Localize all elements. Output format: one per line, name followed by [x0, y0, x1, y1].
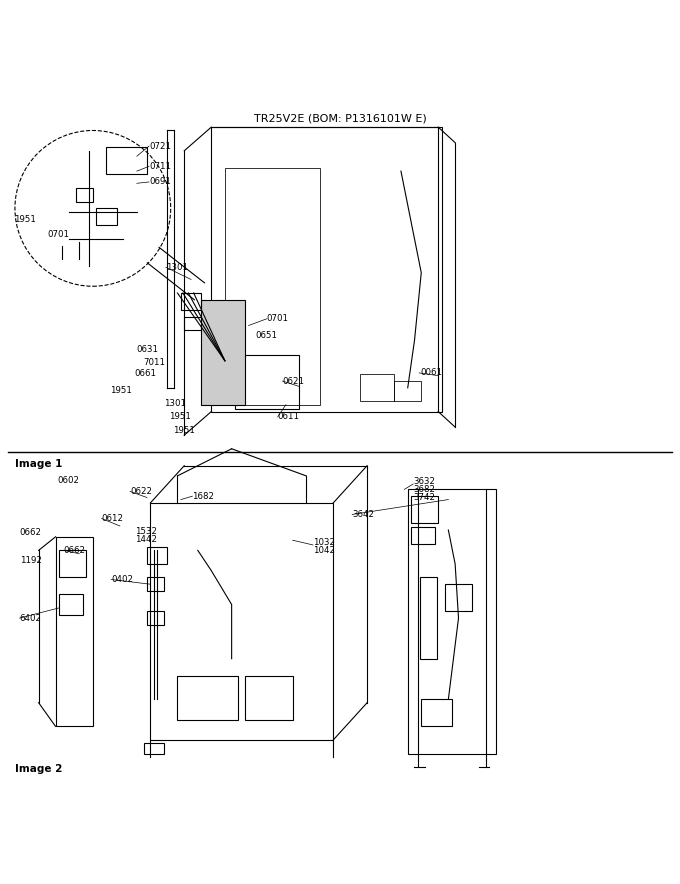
Text: 1442: 1442	[135, 535, 158, 544]
Bar	[76, 188, 92, 202]
Bar	[181, 293, 201, 310]
Text: 1192: 1192	[20, 556, 41, 565]
Text: 0662: 0662	[20, 528, 41, 537]
Bar	[411, 527, 435, 544]
Bar	[201, 300, 245, 405]
Text: 1682: 1682	[192, 492, 214, 500]
Text: 0611: 0611	[277, 413, 300, 422]
Text: 3742: 3742	[413, 493, 435, 502]
Bar	[445, 584, 472, 612]
Text: Image 2: Image 2	[15, 764, 63, 774]
Bar	[150, 503, 333, 740]
Text: 0631: 0631	[137, 345, 159, 354]
Text: 7011: 7011	[143, 358, 166, 367]
Text: 6402: 6402	[20, 613, 41, 622]
Text: 1532: 1532	[135, 527, 158, 536]
Bar	[394, 381, 422, 401]
Bar	[422, 699, 452, 727]
Text: 0661: 0661	[134, 370, 156, 378]
Bar	[56, 537, 92, 727]
Bar	[147, 547, 167, 564]
Bar	[96, 209, 116, 225]
Bar	[408, 490, 496, 753]
Bar	[225, 168, 320, 405]
Bar	[235, 355, 299, 409]
Bar	[147, 577, 164, 591]
Text: 1951: 1951	[173, 426, 194, 435]
Bar	[106, 148, 147, 174]
Text: 0701: 0701	[267, 314, 289, 324]
Text: 0612: 0612	[101, 514, 124, 523]
Text: 0602: 0602	[57, 476, 79, 485]
Text: 1951: 1951	[109, 386, 132, 395]
Bar	[245, 675, 292, 720]
Text: 0662: 0662	[64, 545, 86, 555]
Text: 1951: 1951	[14, 216, 35, 225]
Text: 1301: 1301	[164, 399, 186, 408]
Text: 0711: 0711	[149, 162, 171, 171]
Text: TR25V2E (BOM: P1316101W E): TR25V2E (BOM: P1316101W E)	[254, 113, 426, 124]
Bar	[147, 612, 164, 625]
Text: 3682: 3682	[413, 485, 435, 494]
Text: 1042: 1042	[313, 545, 335, 555]
Bar	[184, 316, 201, 331]
Text: 0621: 0621	[282, 377, 305, 385]
Text: 0691: 0691	[149, 178, 171, 187]
Text: 0061: 0061	[420, 369, 442, 377]
Bar	[59, 594, 83, 614]
Text: 0721: 0721	[149, 141, 171, 150]
Text: 3642: 3642	[352, 510, 374, 519]
Bar	[177, 675, 239, 720]
Text: 1301: 1301	[166, 263, 188, 271]
Text: 1032: 1032	[313, 537, 335, 546]
Bar	[59, 551, 86, 577]
Bar	[411, 496, 438, 523]
Text: 1951: 1951	[169, 413, 191, 422]
Text: 0701: 0701	[48, 230, 69, 239]
Text: 0651: 0651	[256, 332, 277, 340]
Bar	[360, 374, 394, 401]
Text: 0402: 0402	[111, 575, 133, 584]
Bar	[420, 577, 437, 659]
Text: Image 1: Image 1	[15, 459, 63, 469]
Text: 0622: 0622	[130, 487, 152, 496]
Text: 3632: 3632	[413, 476, 435, 486]
Bar	[211, 127, 441, 412]
Bar	[143, 743, 164, 753]
